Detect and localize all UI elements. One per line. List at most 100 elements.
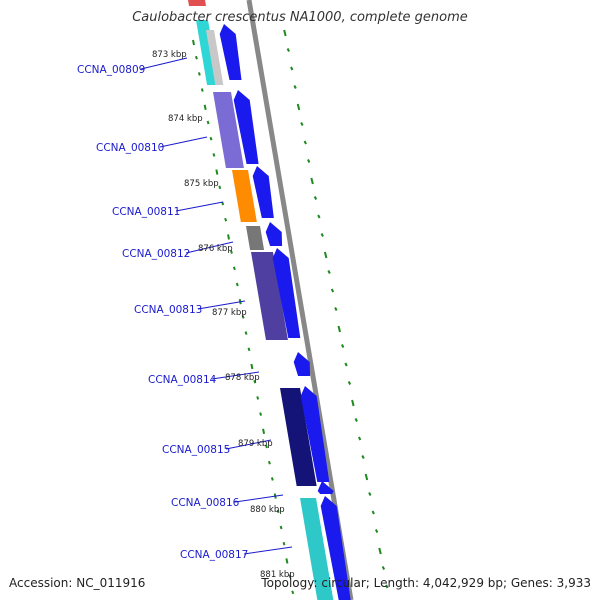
feature-block — [300, 498, 334, 600]
gene-arrow — [293, 352, 311, 376]
inner-tick — [224, 217, 228, 222]
inner-tick — [282, 541, 286, 546]
inner-tick — [262, 428, 266, 434]
label-leader-line — [175, 201, 224, 212]
outer-tick — [341, 344, 345, 348]
outer-tick — [286, 48, 290, 52]
gene-label[interactable]: CCNA_00812 — [122, 248, 190, 260]
genome-summary: Topology: circular; Length: 4,042,929 bp… — [261, 576, 591, 590]
outer-tick — [381, 566, 386, 570]
outer-tick — [354, 418, 358, 422]
gene-label-track: CCNA_00809 CCNA_00810 CCNA_00811 CCNA_00812… — [77, 57, 293, 561]
kbp-label: 878 kbp — [225, 373, 260, 383]
outer-tick — [385, 584, 389, 589]
outer-tick — [368, 492, 372, 496]
inner-tick — [241, 315, 245, 319]
feature-block — [251, 252, 288, 340]
outer-tick — [378, 547, 382, 555]
kbp-label: 875 kbp — [184, 179, 219, 189]
outer-tick — [313, 196, 318, 200]
inner-tick — [291, 590, 295, 595]
kbp-label: 880 kbp — [250, 505, 285, 515]
inner-tick — [276, 509, 280, 514]
gene-arrow — [317, 481, 334, 494]
outer-tick — [334, 307, 338, 311]
outer-tick — [293, 85, 297, 89]
kbp-label: 873 kbp — [152, 50, 187, 60]
inner-tick — [285, 558, 289, 564]
outer-tick — [351, 399, 355, 407]
inner-tick — [192, 39, 195, 46]
gene-label[interactable]: CCNA_00810 — [96, 142, 164, 154]
label-leader-line — [234, 494, 284, 503]
inner-tick — [250, 363, 254, 370]
inner-tick — [288, 574, 292, 578]
outer-tick — [303, 140, 307, 145]
gene-label[interactable]: CCNA_00815 — [162, 444, 230, 456]
inner-tick — [232, 266, 236, 271]
kbp-label-track: 873 kbp 874 kbp 875 kbp 876 kbp 877 kbp 878 k… — [152, 50, 295, 580]
gene-arrow — [320, 496, 351, 600]
inner-tick — [247, 347, 251, 352]
arrow-track — [219, 24, 351, 600]
outer-tick-track — [283, 29, 389, 589]
feature-block — [280, 388, 317, 486]
inner-tick — [203, 104, 207, 110]
gene-arrow — [233, 90, 259, 164]
gene-arrow — [265, 222, 283, 246]
inner-tick — [218, 185, 222, 190]
label-leader-line — [225, 439, 272, 450]
feature-track — [188, 0, 334, 600]
label-leader-line — [185, 241, 234, 254]
kbp-label: 877 kbp — [212, 308, 247, 318]
outer-tick — [283, 29, 287, 37]
feature-block — [188, 0, 206, 6]
inner-tick — [267, 460, 271, 465]
inner-tick — [197, 72, 201, 76]
label-leader-line — [159, 136, 208, 148]
inner-tick — [194, 55, 198, 60]
label-leader-line — [140, 57, 188, 70]
kbp-label: 881 kbp — [260, 570, 295, 580]
outer-tick — [327, 270, 331, 274]
label-leader-line — [197, 300, 246, 310]
gene-label[interactable]: CCNA_00813 — [134, 304, 202, 316]
outer-tick — [357, 436, 362, 441]
inner-tick — [235, 282, 239, 287]
gene-label[interactable]: CCNA_00814 — [148, 374, 217, 386]
outer-tick — [317, 214, 321, 219]
outer-tick — [344, 362, 348, 367]
inner-tick — [230, 250, 233, 254]
feature-block — [206, 30, 224, 85]
label-leader-line — [243, 546, 293, 555]
gene-arrow — [219, 24, 242, 80]
gene-arrow — [300, 386, 330, 482]
feature-block — [246, 226, 265, 250]
outer-tick — [347, 381, 352, 385]
gene-label[interactable]: CCNA_00811 — [112, 206, 180, 218]
gene-label[interactable]: CCNA_00809 — [77, 64, 145, 76]
inner-tick — [227, 234, 231, 240]
gene-arrow — [252, 166, 274, 218]
genome-backbone — [246, 0, 354, 600]
inner-tick — [212, 153, 216, 157]
kbp-label: 879 kbp — [238, 439, 273, 449]
outer-tick — [337, 325, 341, 333]
outer-tick — [323, 251, 328, 259]
outer-tick — [364, 473, 369, 481]
inner-tick — [256, 396, 260, 400]
kbp-label: 874 kbp — [168, 114, 203, 124]
accession-text: Accession: NC_011916 — [9, 576, 146, 590]
inner-tick — [215, 169, 219, 175]
inner-tick — [209, 136, 213, 141]
outer-tick — [300, 122, 304, 126]
gene-label[interactable]: CCNA_00816 — [171, 497, 240, 509]
feature-block — [213, 92, 244, 168]
outer-tick — [310, 177, 314, 185]
outer-tick — [361, 455, 365, 459]
gene-label[interactable]: CCNA_00817 — [180, 549, 248, 561]
outer-tick — [290, 66, 294, 71]
kbp-label: 876 kbp — [198, 244, 233, 254]
outer-tick — [296, 103, 301, 111]
